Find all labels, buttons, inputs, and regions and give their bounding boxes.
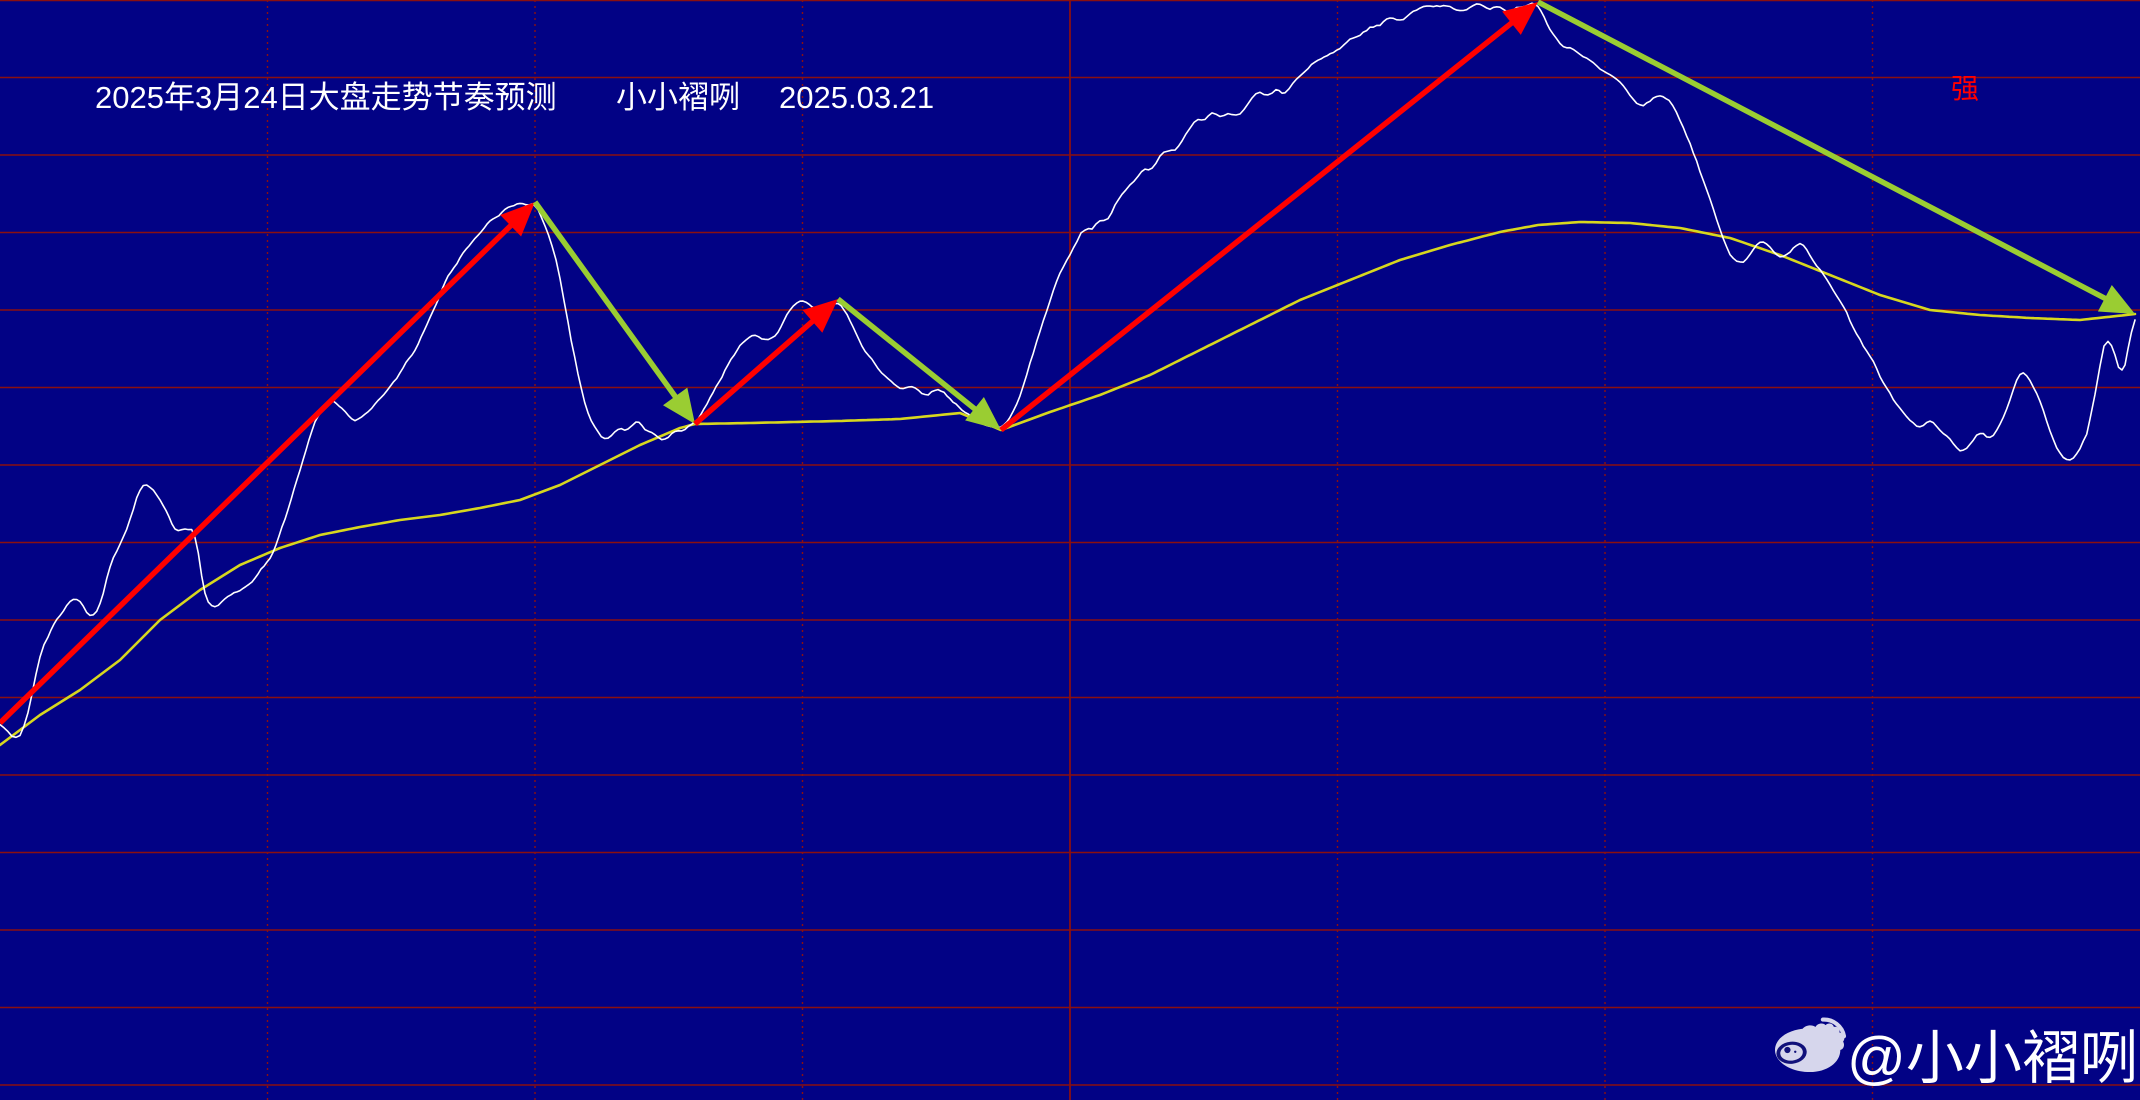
svg-text:强: 强 [1951,73,1979,104]
svg-text:小小褶咧: 小小褶咧 [616,80,740,115]
svg-text:2025.03.21: 2025.03.21 [779,80,934,115]
svg-text:2025年3月24日大盘走势节奏预测: 2025年3月24日大盘走势节奏预测 [95,80,557,115]
svg-text:@小小褶咧: @小小褶咧 [1847,1026,2138,1091]
